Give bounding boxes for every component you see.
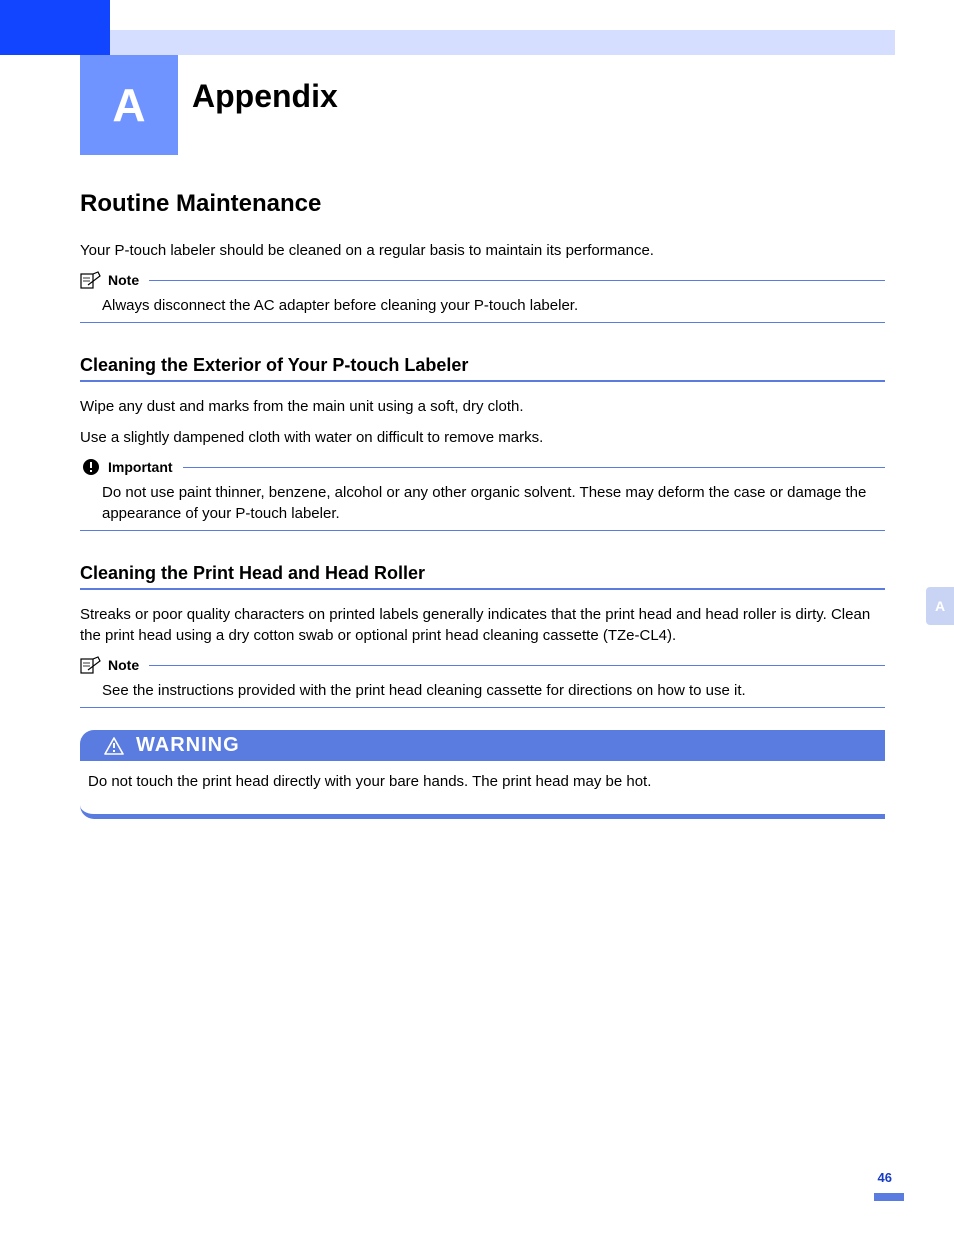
- callout-rule: [149, 665, 885, 666]
- page-content: Routine Maintenance Your P-touch labeler…: [80, 190, 885, 819]
- top-banner: [110, 30, 895, 55]
- callout-header: Note: [80, 271, 885, 289]
- warning-label: WARNING: [136, 734, 240, 757]
- warning-box: WARNING Do not touch the print head dire…: [80, 730, 885, 819]
- callout-rule: [183, 467, 885, 468]
- appendix-block: A: [80, 55, 178, 155]
- callout-bottom-rule: [80, 530, 885, 531]
- warning-header: WARNING: [80, 730, 885, 761]
- note-callout-2: Note See the instructions provided with …: [80, 656, 885, 708]
- callout-bottom-rule: [80, 322, 885, 323]
- callout-rule: [149, 280, 885, 281]
- page-corner-accent: [874, 1193, 904, 1201]
- sub1-line2: Use a slightly dampened cloth with water…: [80, 427, 885, 448]
- important-callout: Important Do not use paint thinner, benz…: [80, 458, 885, 531]
- appendix-title: Appendix: [192, 78, 338, 115]
- note-body: Always disconnect the AC adapter before …: [80, 289, 885, 322]
- appendix-letter: A: [112, 78, 145, 132]
- section-title: Routine Maintenance: [80, 190, 885, 218]
- page-number: 46: [878, 1170, 892, 1185]
- callout-header: Note: [80, 656, 885, 674]
- important-label: Important: [108, 459, 173, 475]
- note-callout-1: Note Always disconnect the AC adapter be…: [80, 271, 885, 323]
- subsection-title-1: Cleaning the Exterior of Your P-touch La…: [80, 355, 885, 382]
- side-tab: A: [926, 587, 954, 625]
- callout-header: Important: [80, 458, 885, 476]
- sub1-line1: Wipe any dust and marks from the main un…: [80, 396, 885, 417]
- note-icon: [80, 271, 102, 289]
- subsection-title-2: Cleaning the Print Head and Head Roller: [80, 563, 885, 590]
- note-label: Note: [108, 657, 139, 673]
- callout-bottom-rule: [80, 707, 885, 708]
- section-intro: Your P-touch labeler should be cleaned o…: [80, 240, 885, 261]
- warning-icon: [104, 737, 124, 755]
- note-icon: [80, 656, 102, 674]
- important-body: Do not use paint thinner, benzene, alcoh…: [80, 476, 885, 530]
- sub2-body: Streaks or poor quality characters on pr…: [80, 604, 885, 646]
- side-tab-label: A: [935, 598, 945, 614]
- important-icon: [80, 458, 102, 476]
- note-label: Note: [108, 272, 139, 288]
- top-left-bar: [0, 0, 110, 55]
- note-body: See the instructions provided with the p…: [80, 674, 885, 707]
- warning-body: Do not touch the print head directly wit…: [80, 761, 885, 819]
